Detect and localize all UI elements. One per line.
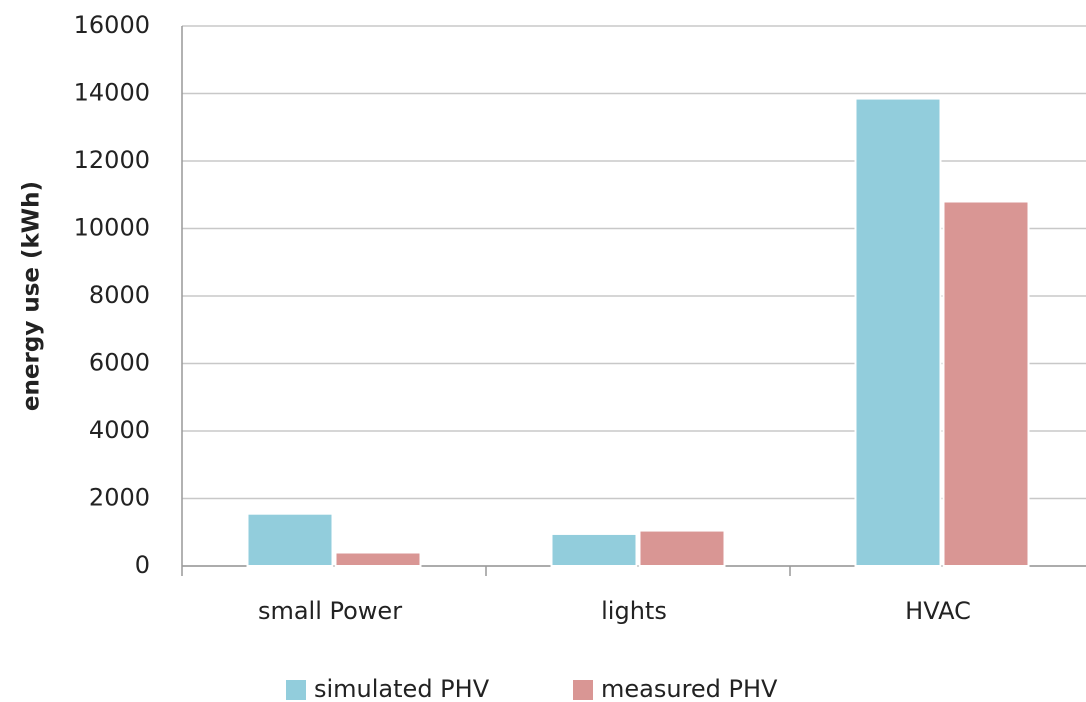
y-tick-label: 8000 xyxy=(89,281,150,309)
y-tick-label: 2000 xyxy=(89,484,150,512)
bar xyxy=(550,532,638,567)
y-tick-label: 4000 xyxy=(89,416,150,444)
y-axis-label: energy use (kWh) xyxy=(19,181,45,411)
legend-label: simulated PHV xyxy=(314,675,490,702)
y-tick-label: 12000 xyxy=(74,146,150,174)
y-tick-label: 0 xyxy=(135,551,150,579)
x-tick-label: HVAC xyxy=(905,597,971,625)
x-tick-label: lights xyxy=(601,597,667,625)
y-tick-label: 6000 xyxy=(89,349,150,377)
y-tick-label: 14000 xyxy=(74,79,150,107)
x-tick-label: small Power xyxy=(258,597,402,625)
y-tick-label: 10000 xyxy=(74,214,150,242)
bar xyxy=(246,512,334,567)
bar xyxy=(942,200,1030,567)
y-tick-label: 16000 xyxy=(74,11,150,39)
legend-swatch xyxy=(573,680,593,700)
bar xyxy=(638,529,726,567)
legend-label: measured PHV xyxy=(601,675,778,702)
bar xyxy=(854,97,942,567)
legend-swatch xyxy=(286,680,306,700)
bar xyxy=(334,551,422,567)
